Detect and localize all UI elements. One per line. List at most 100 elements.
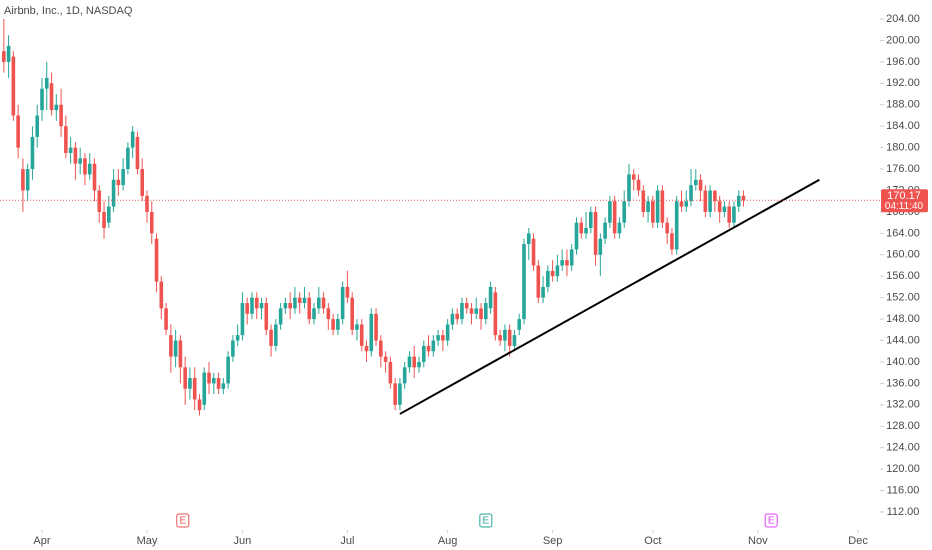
candle-body (250, 297, 254, 314)
candle-body (455, 313, 459, 320)
candle-body (173, 340, 178, 357)
candle-body (278, 308, 283, 325)
candle-body (245, 303, 250, 314)
candle-body (703, 190, 708, 212)
y-tick-label: 140.00 (886, 356, 920, 368)
candle-body (441, 335, 445, 341)
x-tick-label: Nov (748, 535, 768, 547)
candle-body (617, 222, 622, 234)
candle-body (526, 233, 531, 245)
y-tick-label: 148.00 (886, 313, 920, 325)
candle-body (464, 303, 469, 309)
candle-body (398, 383, 402, 405)
candle-body (116, 179, 121, 186)
candle-body (326, 308, 331, 320)
x-tick-label: Jul (340, 535, 354, 547)
candle-body (436, 335, 440, 341)
x-tick-label: Dec (848, 535, 868, 547)
y-tick-label: 136.00 (886, 377, 920, 389)
y-tick-label: 180.00 (886, 142, 920, 154)
candle-body (140, 169, 145, 196)
candle-body (603, 222, 607, 239)
candle-body (164, 308, 168, 330)
event-label: E (768, 516, 775, 527)
candle-body (169, 335, 173, 357)
candle-body (221, 383, 226, 389)
candle-body (732, 206, 736, 223)
candle-body (350, 297, 354, 330)
candle-body (87, 163, 92, 175)
candle-body (431, 340, 436, 352)
candle-body (665, 222, 669, 234)
chart-title: Airbnb, Inc., 1D, NASDAQ (4, 5, 133, 17)
candle-body (450, 313, 455, 325)
candle-body (312, 308, 316, 320)
candle-body (698, 179, 703, 191)
candle-body (178, 340, 183, 368)
candle-body (641, 190, 646, 212)
candle-body (421, 345, 426, 362)
candle-body (498, 335, 502, 341)
candle-body (307, 297, 312, 320)
candle-body (550, 270, 555, 277)
candle-body (54, 104, 59, 111)
candle-body (727, 206, 731, 223)
candle-body (479, 308, 483, 320)
y-tick-label: 124.00 (886, 442, 920, 454)
candle-body (646, 201, 650, 212)
y-tick-label: 144.00 (886, 334, 920, 346)
candle-body (622, 201, 627, 223)
candle-body (569, 249, 574, 266)
candle-body (235, 335, 240, 341)
candle-body (631, 174, 636, 180)
candle-body (693, 179, 698, 186)
candle-body (722, 206, 727, 212)
candle-body (579, 222, 584, 234)
candle-body (102, 211, 106, 229)
y-tick-label: 120.00 (886, 463, 920, 475)
candle-body (355, 324, 359, 330)
candle-body (111, 179, 116, 207)
candle-body (555, 265, 560, 277)
candle-body (73, 147, 78, 164)
x-tick-label: Apr (33, 535, 50, 547)
y-tick-label: 184.00 (886, 120, 920, 132)
candle-body (207, 372, 211, 384)
candle-body (736, 195, 741, 207)
candle-body (379, 340, 383, 357)
candle-body (302, 297, 307, 304)
candle-body (574, 222, 579, 250)
candle-body (655, 190, 660, 223)
candle-body (593, 211, 598, 255)
candle-body (68, 147, 73, 153)
candle-body (565, 260, 569, 266)
y-tick-label: 164.00 (886, 227, 920, 239)
candle-body (44, 77, 49, 89)
candle-body (560, 260, 564, 266)
candle-body (536, 265, 541, 298)
candle-body (374, 313, 378, 341)
candle-body (231, 340, 235, 357)
candle-body (2, 51, 6, 62)
candle-body (107, 206, 111, 223)
candle-body (216, 378, 221, 389)
candle-body (21, 169, 25, 191)
candle-body (259, 303, 264, 309)
candle-body (503, 329, 507, 341)
candle-body (364, 345, 369, 352)
candle-body (589, 211, 593, 229)
candle-body (660, 190, 665, 223)
y-tick-label: 132.00 (886, 399, 920, 411)
candle-body (713, 190, 717, 202)
candle-body (474, 308, 479, 314)
event-marker (176, 513, 190, 528)
candle-body (684, 201, 689, 207)
x-tick-label: Oct (644, 535, 661, 547)
y-tick-label: 112.00 (887, 506, 920, 518)
candle-body (469, 308, 474, 314)
candle-body (283, 303, 288, 309)
y-tick-label: 200.00 (886, 34, 920, 46)
candle-body (488, 286, 493, 309)
candle-body (293, 297, 297, 309)
y-tick-label: 192.00 (886, 77, 920, 89)
